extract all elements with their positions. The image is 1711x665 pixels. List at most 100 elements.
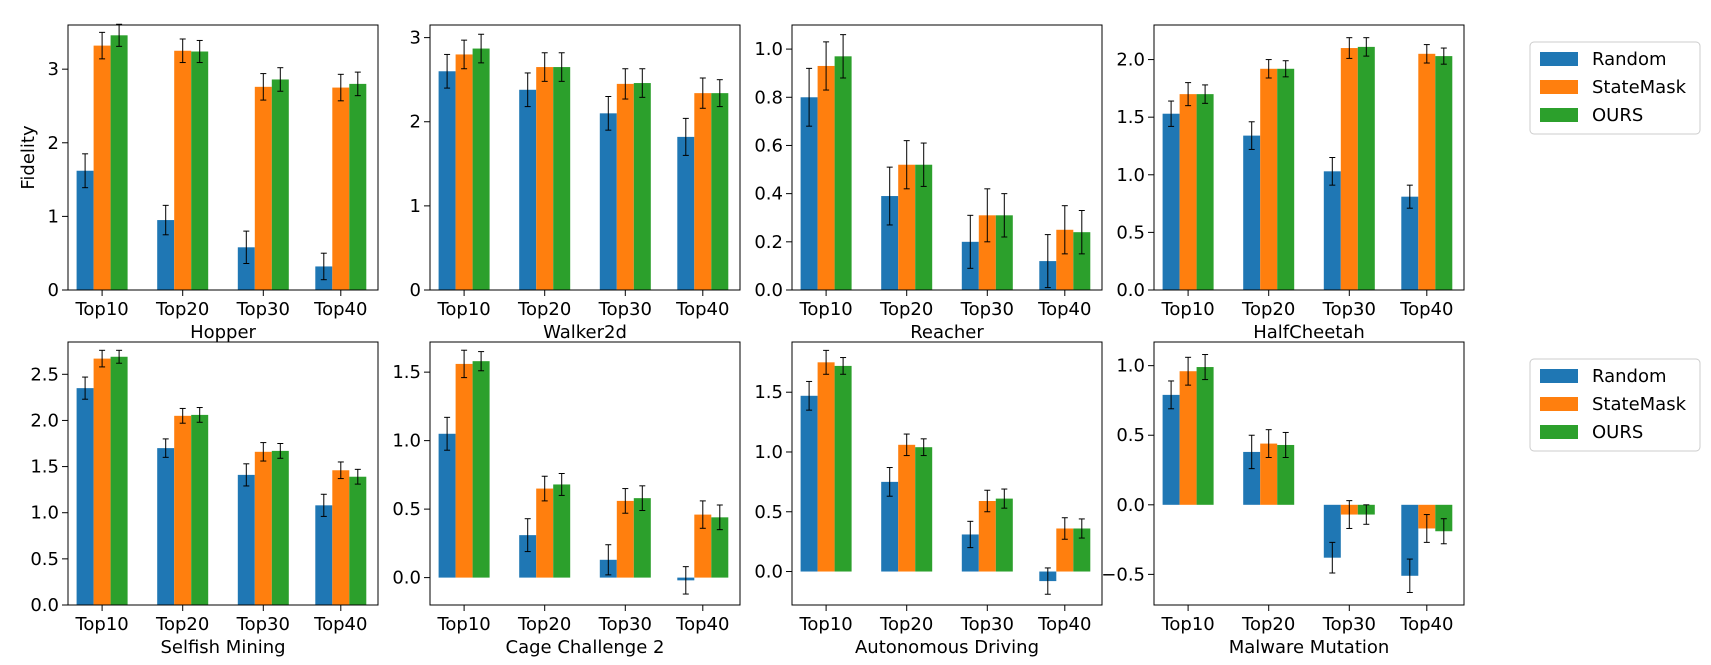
bar-statemask-top20 — [174, 50, 192, 291]
y-tick-label: 2.5 — [30, 364, 59, 385]
x-axis-label: Reacher — [910, 322, 984, 343]
y-tick-label: 3 — [48, 59, 59, 80]
x-tick-label: Top40 — [1037, 614, 1091, 635]
bar-random-top10 — [438, 433, 456, 578]
legend-label-random: Random — [1592, 366, 1667, 387]
bar-ours-top10 — [1196, 94, 1214, 290]
bar-ours-top40 — [711, 93, 729, 291]
bar-ours-top20 — [915, 447, 933, 572]
y-tick-label: 1.0 — [1116, 356, 1145, 377]
bar-statemask-top20 — [174, 415, 192, 605]
bar-random-top40 — [315, 505, 333, 605]
x-tick-label: Top20 — [879, 299, 933, 320]
bar-statemask-top40 — [694, 93, 712, 291]
bar-random-top30 — [237, 247, 255, 290]
bar-statemask-top10 — [817, 65, 835, 290]
bar-statemask-top40 — [1056, 229, 1074, 290]
subplot-selfish-mining: 0.0 0.5 1.0 1.5 2.0 2.5 Top10 Top20 Top30 Top40 Se… — [30, 341, 379, 658]
y-tick-label: 1.5 — [754, 382, 783, 403]
y-tick-label: 2 — [48, 133, 59, 154]
bar-statemask-top10 — [1179, 371, 1197, 505]
y-tick-label: 1 — [48, 206, 59, 227]
bar-ours-top10 — [834, 56, 852, 291]
bar-ours-top40 — [349, 83, 367, 290]
bar-random-top20 — [1243, 135, 1261, 290]
plot-frame — [791, 24, 1103, 291]
legend-swatch-statemask — [1540, 397, 1578, 411]
y-tick-label: 0.0 — [1116, 495, 1145, 516]
x-tick-label: Top20 — [517, 614, 571, 635]
x-tick-label: Top30 — [1322, 614, 1376, 635]
y-tick-label: 0.4 — [754, 184, 783, 205]
y-tick-label: 1.0 — [1116, 165, 1145, 186]
plot-frame — [791, 341, 1103, 606]
x-tick-label: Top10 — [798, 614, 852, 635]
bar-statemask-top30 — [254, 451, 272, 605]
x-tick-label: Top20 — [155, 299, 209, 320]
bar-statemask-top10 — [93, 358, 111, 605]
x-tick-label: Top30 — [960, 614, 1014, 635]
y-tick-label: 1.0 — [754, 39, 783, 60]
bar-ours-top10 — [834, 365, 852, 572]
bar-statemask-top20 — [898, 444, 916, 572]
y-tick-label: 0.0 — [392, 568, 421, 589]
bar-statemask-top30 — [616, 500, 634, 578]
bar-statemask-top10 — [1179, 94, 1197, 290]
y-tick-label: 0 — [410, 280, 421, 301]
bar-ours-top10 — [110, 356, 128, 605]
x-tick-label: Top30 — [236, 614, 290, 635]
bar-random-top10 — [76, 170, 94, 290]
x-tick-label: Top30 — [598, 299, 652, 320]
bar-random-top20 — [881, 481, 899, 572]
x-tick-label: Top40 — [313, 614, 367, 635]
plot-frame — [67, 24, 379, 291]
bar-statemask-top30 — [254, 86, 272, 290]
x-axis-label: Malware Mutation — [1229, 637, 1390, 658]
bar-ours-top30 — [271, 450, 289, 605]
y-tick-label: 1.5 — [392, 362, 421, 383]
bar-ours-top20 — [553, 67, 571, 290]
x-axis-label: HalfCheetah — [1253, 322, 1365, 343]
subplot-reacher: 0.0 0.2 0.4 0.6 0.8 1.0 Top10 Top20 Top30 Top40 Re… — [754, 24, 1103, 343]
bar-random-top30 — [1323, 504, 1341, 558]
bar-random-top20 — [519, 535, 537, 578]
bar-ours-top30 — [633, 83, 651, 290]
bar-random-top20 — [1243, 451, 1261, 505]
x-tick-label: Top20 — [517, 299, 571, 320]
bar-ours-top20 — [191, 51, 209, 290]
bar-ours-top20 — [915, 164, 933, 290]
bar-random-top30 — [237, 474, 255, 605]
y-tick-label: 1 — [410, 196, 421, 217]
y-tick-label: 0.2 — [754, 232, 783, 253]
bar-ours-top10 — [472, 361, 490, 578]
bar-ours-top30 — [1357, 46, 1375, 291]
bar-statemask-top40 — [1056, 528, 1074, 572]
bar-statemask-top40 — [1418, 53, 1436, 290]
x-axis-label: Autonomous Driving — [855, 637, 1039, 658]
bar-random-top40 — [1401, 196, 1419, 290]
x-tick-label: Top10 — [1160, 299, 1214, 320]
bar-random-top30 — [961, 534, 979, 572]
x-tick-label: Top20 — [879, 614, 933, 635]
bar-statemask-top40 — [694, 514, 712, 578]
bar-random-top10 — [1162, 113, 1180, 290]
subplot-halfcheetah: 0.0 0.5 1.0 1.5 2.0 Top10 Top20 Top30 Top40 HalfC… — [1116, 24, 1465, 343]
legend-label-ours: OURS — [1592, 105, 1643, 126]
x-tick-label: Top20 — [1241, 299, 1295, 320]
x-tick-label: Top30 — [598, 614, 652, 635]
x-tick-label: Top10 — [1160, 614, 1214, 635]
bar-statemask-top10 — [93, 45, 111, 290]
bar-statemask-top10 — [455, 54, 473, 290]
y-tick-label: 0.0 — [754, 562, 783, 583]
bar-random-top40 — [677, 136, 695, 290]
y-tick-label: 2.0 — [30, 410, 59, 431]
bar-ours-top40 — [1073, 528, 1091, 572]
y-axis-label: Fidelity — [18, 125, 39, 190]
bar-statemask-top30 — [978, 500, 996, 572]
y-tick-label: 1.5 — [30, 457, 59, 478]
bar-ours-top40 — [349, 476, 367, 605]
y-tick-label: 0.5 — [754, 502, 783, 523]
legend-label-random: Random — [1592, 49, 1667, 70]
bar-ours-top30 — [271, 79, 289, 290]
bar-random-top20 — [519, 89, 537, 291]
